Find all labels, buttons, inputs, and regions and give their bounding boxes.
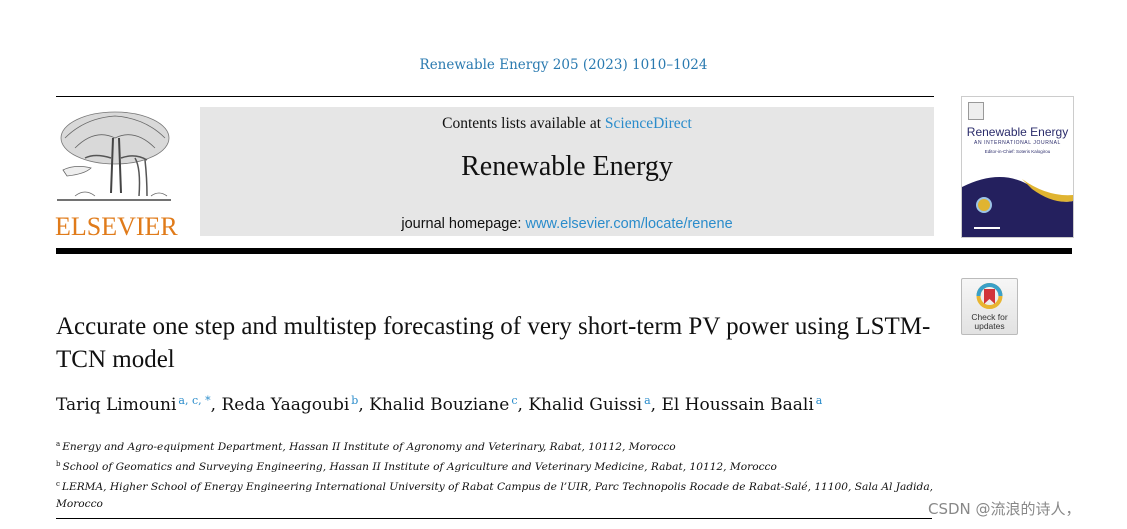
author-name[interactable]: Khalid Guissi (528, 395, 643, 415)
homepage-prefix: journal homepage: (401, 216, 526, 232)
csdn-watermark: CSDN @流浪的诗人， (928, 500, 1081, 518)
cover-wave-graphic-icon (962, 177, 1073, 237)
elsevier-tree-logo-icon (57, 111, 171, 201)
author-list: Tariq Limouni a, c, *, Reda Yaagoubi b, Kh… (56, 394, 823, 415)
cover-elsevier-logo-icon (968, 102, 984, 120)
affiliation-item: c LERMA, Higher School of Energy Engineer… (56, 480, 933, 510)
contents-prefix: Contents lists available at (442, 115, 605, 132)
author-name[interactable]: El Houssain Baali (661, 395, 814, 415)
journal-banner: Contents lists available at ScienceDirec… (200, 107, 934, 236)
check-for-updates-label: Check for updates (971, 312, 1008, 331)
cover-title: Renewable Energy (966, 125, 1069, 139)
affiliation-item: a Energy and Agro-equipment Department, H… (56, 440, 676, 453)
bottom-divider (56, 518, 932, 519)
check-for-updates-button[interactable]: Check for updates (961, 278, 1018, 335)
top-divider (56, 96, 934, 97)
elsevier-wordmark[interactable]: ELSEVIER (55, 212, 178, 241)
article-title: Accurate one step and multistep forecast… (56, 313, 931, 373)
crossmark-icon (976, 283, 1003, 309)
affiliation-item: b School of Geomatics and Surveying Engin… (56, 460, 777, 473)
cover-subtitle: AN INTERNATIONAL JOURNAL (974, 140, 1061, 146)
affiliation-list: a Energy and Agro-equipment Department, H… (56, 436, 936, 513)
homepage-line: journal homepage: www.elsevier.com/locat… (200, 216, 934, 232)
author-name[interactable]: Reda Yaagoubi (221, 395, 350, 415)
author-affiliation-marker[interactable]: b (351, 394, 359, 407)
author-affiliation-marker[interactable]: a, c, * (178, 394, 211, 407)
author-name[interactable]: Khalid Bouziane (369, 395, 510, 415)
contents-line: Contents lists available at ScienceDirec… (200, 115, 934, 133)
journal-name: Renewable Energy (461, 151, 673, 182)
sciencedirect-link[interactable]: ScienceDirect (604, 115, 692, 132)
homepage-link[interactable]: www.elsevier.com/locate/renene (525, 216, 733, 232)
author-name[interactable]: Tariq Limouni (56, 395, 177, 415)
author-affiliation-marker[interactable]: c (511, 394, 518, 407)
author-affiliation-marker[interactable]: a (644, 394, 651, 407)
header-thick-divider (56, 248, 1072, 254)
journal-citation[interactable]: Renewable Energy 205 (2023) 1010–1024 (419, 57, 708, 73)
cover-editor: Editor-in-Chief: Soteris Kalogirou (984, 149, 1051, 154)
journal-cover-image[interactable]: Renewable Energy AN INTERNATIONAL JOURNA… (961, 96, 1074, 238)
author-affiliation-marker[interactable]: a (815, 394, 823, 407)
